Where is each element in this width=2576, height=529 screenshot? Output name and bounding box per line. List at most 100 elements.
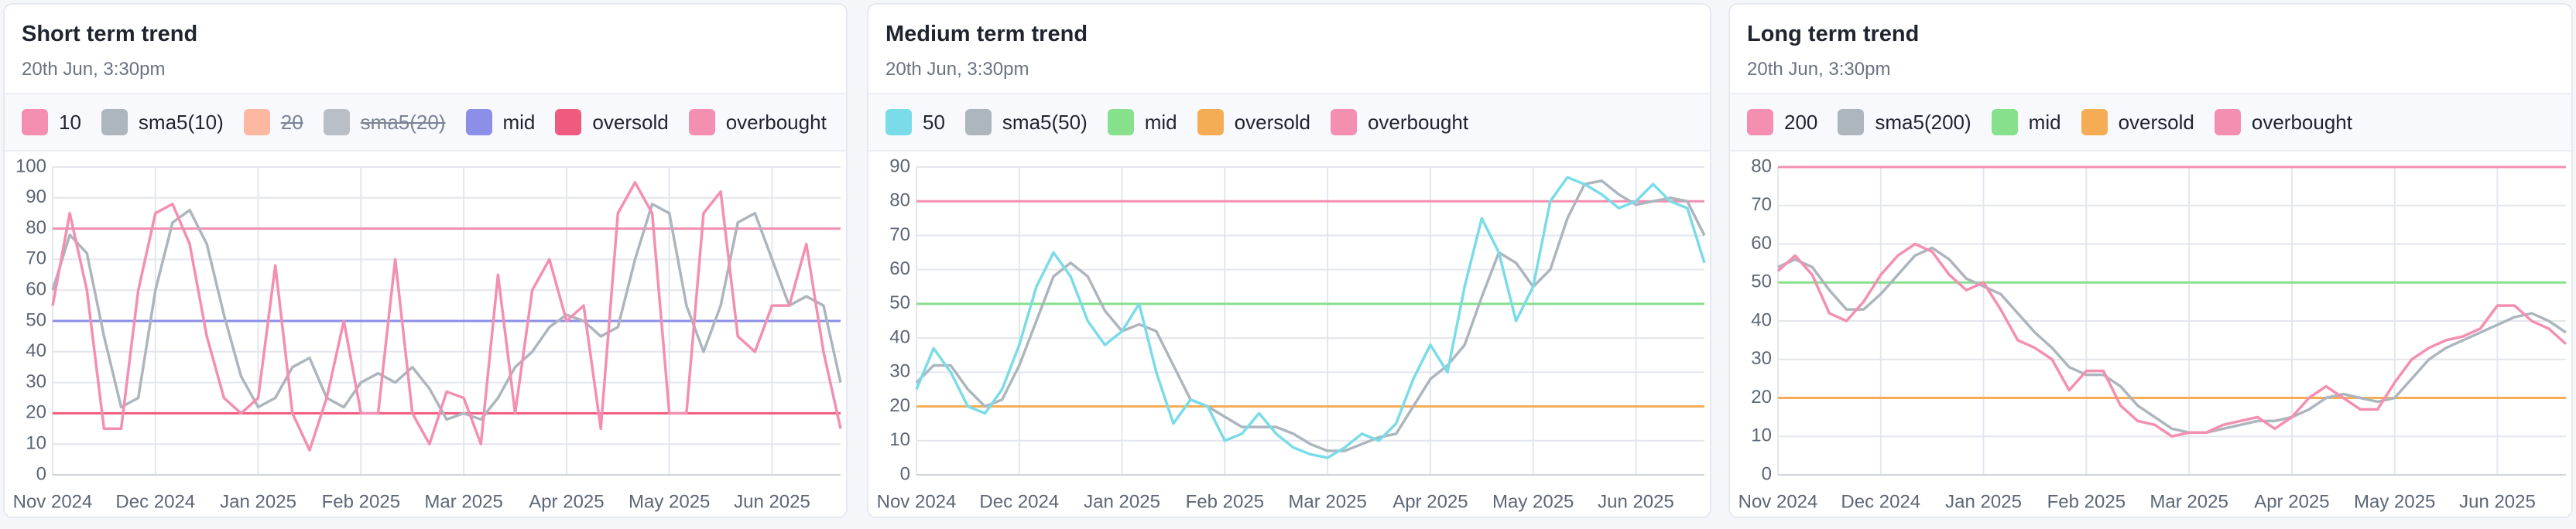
chart-title: Medium term trend	[886, 22, 1088, 46]
y-tick-label: 20	[1751, 387, 1772, 408]
legend-item[interactable]: overbought	[688, 109, 827, 135]
legend-swatch	[2214, 109, 2241, 135]
y-tick-label: 90	[26, 186, 46, 207]
legend-swatch	[2081, 109, 2108, 135]
legend-label: mid	[1144, 110, 1177, 134]
legend-label: oversold	[592, 110, 669, 134]
x-tick-label: Jun 2025	[734, 491, 810, 512]
y-tick-label: 40	[1751, 309, 1772, 330]
legend-label: sma5(20)	[360, 110, 446, 134]
legend-item[interactable]: mid	[1107, 109, 1177, 135]
legend-item[interactable]: overbought	[2214, 109, 2352, 135]
legend-item[interactable]: sma5(10)	[101, 109, 224, 135]
x-tick-label: Feb 2025	[322, 491, 400, 512]
legend-label: mid	[2028, 110, 2061, 134]
x-tick-label: Mar 2025	[1288, 491, 1366, 512]
y-tick-label: 80	[1751, 155, 1772, 176]
legend-swatch	[1838, 109, 1865, 135]
x-tick-label: Nov 2024	[1738, 491, 1818, 512]
chart: 0 10 20 30 40 50 60 70 80 90 Nov 2024 Dec 2024 Jan 2…	[877, 155, 1706, 512]
legend-label: oversold	[2118, 110, 2194, 134]
legend-swatch	[1747, 109, 1773, 135]
x-tick-label: Jan 2025	[220, 491, 296, 512]
legend-swatch	[1107, 109, 1134, 135]
x-tick-label: Jan 2025	[1084, 491, 1160, 512]
series-line	[1776, 242, 2567, 438]
legend-label: sma5(200)	[1875, 110, 1971, 134]
legend-item[interactable]: 10	[22, 109, 81, 135]
y-tick-label: 70	[26, 248, 46, 269]
legend-item[interactable]: oversold	[555, 109, 669, 135]
y-tick-label: 70	[1751, 194, 1772, 215]
legend-swatch	[465, 109, 492, 135]
x-tick-label: Dec 2024	[115, 491, 195, 512]
y-tick-label: 30	[26, 371, 46, 392]
legend-label: 50	[923, 110, 945, 134]
y-tick-label: 100	[15, 155, 46, 176]
legend-swatch	[886, 109, 912, 135]
legend-item[interactable]: 20	[243, 109, 303, 135]
y-tick-label: 80	[889, 190, 910, 211]
series-line	[915, 179, 1706, 452]
legend-item[interactable]: oversold	[1197, 109, 1310, 135]
legend-label: 10	[59, 110, 81, 134]
x-tick-label: Jun 2025	[2459, 491, 2536, 512]
legend: 10 sma5(10) 20 sma5(20) mid oversold overbough…	[5, 93, 846, 152]
legend-label: 200	[1784, 110, 1818, 134]
series-line	[915, 176, 1706, 459]
x-tick-label: Dec 2024	[1841, 491, 1920, 512]
chart: 0 10 20 30 40 50 60 70 80 Nov 2024 Dec 2024 Jan 202…	[1738, 155, 2567, 512]
legend-label: 20	[280, 110, 303, 134]
legend-item[interactable]: sma5(200)	[1838, 109, 1971, 135]
x-tick-label: Apr 2025	[529, 491, 604, 512]
x-tick-label: Feb 2025	[2047, 491, 2126, 512]
y-tick-label: 60	[889, 258, 910, 279]
series-line	[51, 203, 842, 421]
x-tick-label: May 2025	[1492, 491, 1574, 512]
y-tick-label: 10	[1751, 425, 1772, 446]
legend-swatch	[1197, 109, 1224, 135]
y-tick-label: 50	[1751, 271, 1772, 292]
chart-subtitle: 20th Jun, 3:30pm	[1747, 59, 1891, 80]
legend-swatch	[22, 109, 48, 135]
y-tick-label: 0	[1762, 463, 1772, 484]
legend-swatch	[688, 109, 715, 135]
y-tick-label: 30	[889, 361, 910, 382]
legend-item[interactable]: 50	[886, 109, 945, 135]
y-tick-label: 30	[1751, 348, 1772, 369]
legend-swatch	[243, 109, 270, 135]
legend-item[interactable]: overbought	[1330, 109, 1469, 135]
legend-label: sma5(50)	[1002, 110, 1088, 134]
x-tick-label: Dec 2024	[979, 491, 1059, 512]
x-tick-label: Jun 2025	[1598, 491, 1674, 512]
chart-title: Long term trend	[1747, 22, 1920, 46]
y-tick-label: 80	[26, 217, 46, 238]
x-tick-label: Nov 2024	[13, 491, 93, 512]
y-tick-label: 70	[889, 224, 910, 245]
legend-item[interactable]: sma5(20)	[323, 109, 446, 135]
y-tick-label: 10	[26, 433, 46, 454]
chart-title: Short term trend	[22, 22, 198, 46]
legend: 50 sma5(50) mid oversold overbought	[868, 93, 1710, 152]
legend-label: overbought	[725, 110, 827, 134]
legend: 200 sma5(200) mid oversold overbought	[1730, 93, 2571, 152]
y-tick-label: 0	[36, 463, 46, 484]
legend-item[interactable]: oversold	[2081, 109, 2194, 135]
legend-item[interactable]: sma5(50)	[964, 109, 1088, 135]
y-tick-label: 10	[889, 429, 910, 450]
series-line	[1777, 246, 2567, 435]
legend-item[interactable]: mid	[465, 109, 535, 135]
y-tick-label: 50	[26, 309, 46, 330]
x-tick-label: Apr 2025	[1392, 491, 1468, 512]
legend-swatch	[1330, 109, 1357, 135]
legend-swatch	[555, 109, 582, 135]
chart-panel: Medium term trend 20th Jun, 3:30pm 50 sma5(…	[867, 3, 1711, 518]
legend-item[interactable]: 200	[1747, 109, 1817, 135]
legend-label: overbought	[1367, 110, 1469, 134]
y-tick-label: 40	[26, 340, 46, 361]
legend-label: sma5(10)	[138, 110, 224, 134]
x-tick-label: Jan 2025	[1945, 491, 2022, 512]
legend-item[interactable]: mid	[1991, 109, 2061, 135]
y-tick-label: 40	[889, 326, 910, 347]
